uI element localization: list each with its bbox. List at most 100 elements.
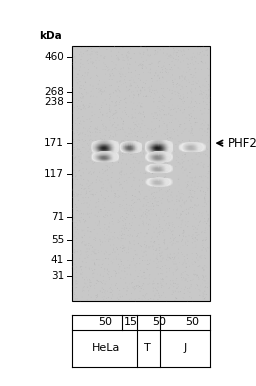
Point: [170, 112, 174, 119]
Point: [84, 84, 88, 90]
Point: [127, 50, 131, 56]
Point: [136, 145, 140, 151]
Point: [86, 127, 90, 133]
Point: [203, 284, 207, 291]
Point: [176, 105, 180, 112]
Point: [106, 198, 110, 204]
Point: [159, 211, 164, 217]
Point: [153, 88, 157, 94]
Point: [195, 137, 199, 144]
Point: [199, 88, 204, 95]
Point: [159, 258, 164, 264]
Point: [157, 98, 161, 105]
Point: [131, 200, 135, 207]
Point: [193, 120, 197, 126]
Point: [150, 78, 154, 84]
Point: [145, 257, 150, 263]
Point: [163, 262, 167, 269]
Point: [198, 283, 202, 289]
Point: [154, 47, 158, 54]
Point: [89, 229, 93, 235]
Point: [141, 283, 145, 289]
Point: [199, 58, 204, 64]
Point: [174, 57, 178, 63]
Point: [195, 162, 199, 168]
Point: [179, 86, 183, 93]
Point: [167, 69, 171, 76]
Point: [109, 82, 113, 88]
Point: [162, 85, 166, 91]
Point: [164, 281, 168, 287]
Point: [192, 158, 196, 164]
Point: [128, 78, 132, 84]
Point: [86, 66, 90, 73]
Point: [188, 187, 193, 193]
Point: [73, 117, 77, 124]
Point: [128, 232, 132, 238]
Point: [141, 219, 145, 225]
Point: [134, 130, 138, 136]
Point: [147, 245, 151, 251]
Point: [118, 151, 122, 157]
Point: [140, 100, 144, 107]
Point: [138, 127, 142, 133]
Point: [121, 185, 125, 191]
Point: [203, 284, 207, 290]
Point: [159, 141, 163, 147]
Point: [129, 245, 133, 252]
Point: [179, 220, 184, 227]
Point: [174, 295, 178, 301]
Point: [120, 268, 124, 274]
Point: [86, 52, 90, 58]
Point: [157, 293, 161, 299]
Point: [156, 218, 161, 224]
Point: [198, 125, 202, 132]
Point: [137, 75, 141, 81]
Point: [84, 166, 89, 172]
Point: [96, 73, 100, 79]
Point: [111, 259, 115, 266]
Point: [79, 191, 83, 198]
Point: [160, 166, 164, 172]
Point: [190, 113, 194, 119]
Point: [116, 86, 120, 92]
Point: [186, 272, 190, 278]
Point: [148, 257, 152, 263]
Point: [103, 196, 107, 202]
Point: [204, 100, 208, 106]
Point: [112, 151, 116, 157]
Text: 31: 31: [51, 271, 64, 281]
Point: [93, 261, 97, 267]
Point: [188, 190, 192, 196]
Point: [125, 111, 129, 117]
Point: [180, 98, 185, 105]
Point: [157, 75, 161, 81]
Point: [78, 146, 82, 152]
Point: [193, 115, 197, 121]
Point: [93, 285, 97, 291]
Point: [116, 159, 120, 166]
Point: [86, 204, 90, 210]
Point: [202, 99, 206, 105]
Point: [83, 242, 87, 248]
Point: [176, 266, 180, 272]
Point: [73, 193, 77, 200]
Point: [172, 129, 176, 135]
Point: [140, 146, 144, 152]
Point: [119, 238, 123, 244]
Point: [75, 281, 79, 287]
Point: [203, 106, 207, 112]
Point: [74, 210, 78, 216]
Point: [112, 143, 116, 149]
Point: [195, 237, 199, 243]
Point: [186, 182, 190, 188]
Point: [161, 167, 165, 173]
Point: [117, 236, 121, 242]
Point: [141, 146, 145, 152]
Point: [197, 51, 201, 58]
Point: [71, 61, 75, 68]
Point: [92, 169, 96, 175]
Point: [171, 234, 175, 240]
Point: [92, 247, 96, 253]
Point: [200, 229, 204, 235]
